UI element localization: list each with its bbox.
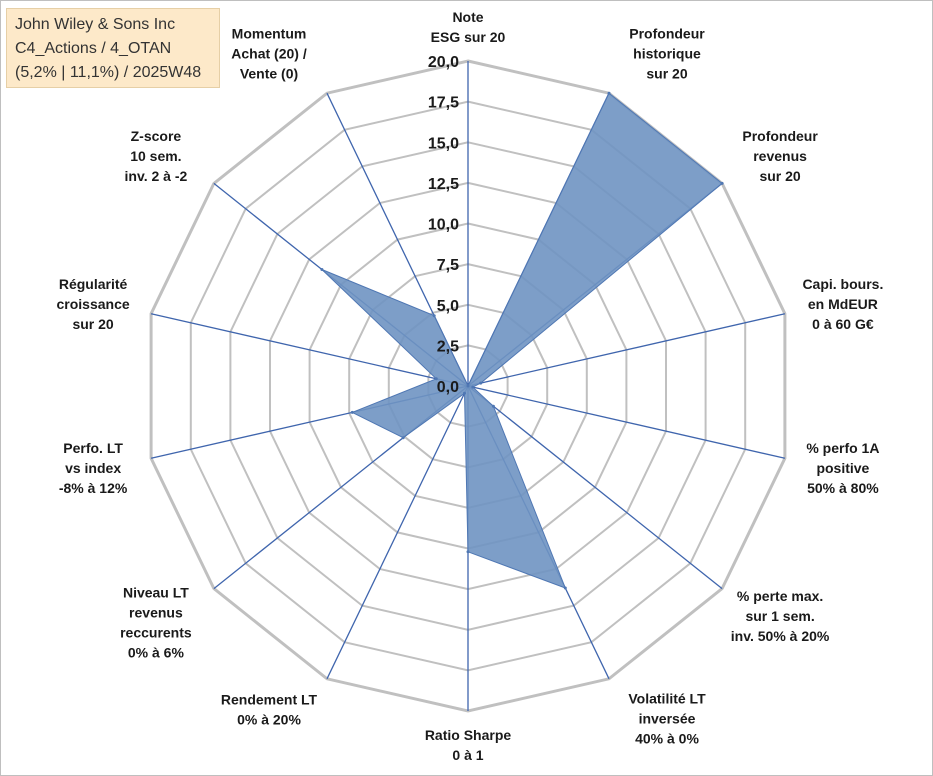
- axis-label-line: 0 à 1: [452, 747, 483, 763]
- axis-label-line: inv. 50% à 20%: [731, 628, 830, 644]
- axis-label-line: positive: [816, 460, 869, 476]
- axis-label: Ratio Sharpe 0 à 1: [425, 727, 512, 763]
- axis-label-line: Achat (20) /: [231, 46, 307, 62]
- axis-label-line: croissance: [57, 296, 130, 312]
- tick-label: 20,0: [428, 54, 459, 71]
- data-point: [720, 181, 724, 185]
- axis-label: Volatilité LT inversée 40% à 0%: [628, 691, 706, 747]
- axis-label-line: Z-score: [131, 128, 182, 144]
- axis-label-line: reccurents: [120, 624, 192, 640]
- axis-label-line: -8% à 12%: [59, 480, 128, 496]
- axis-label-line: Ratio Sharpe: [425, 727, 512, 743]
- tick-label: 17,5: [428, 95, 459, 112]
- axis-label-line: Volatilité LT: [628, 691, 706, 707]
- data-point: [434, 377, 438, 381]
- axis-label-line: Perfo. LT: [63, 440, 123, 456]
- axis-label: Perfo. LT vs index -8% à 12%: [59, 440, 128, 496]
- axis-label-line: Rendement LT: [221, 691, 318, 707]
- axis-label-line: sur 1 sem.: [745, 608, 814, 624]
- data-point: [479, 381, 483, 385]
- axis-spoke: [467, 313, 786, 387]
- tick-label: 5,0: [437, 298, 459, 315]
- tick-label: 7,5: [437, 257, 459, 274]
- tick-label: 15,0: [428, 135, 459, 152]
- axis-label: Capi. bours. en MdEUR 0 à 60 G€: [802, 276, 883, 332]
- info-stats: (5,2% | 11,1%) / 2025W48: [15, 64, 202, 81]
- axis-label-line: Capi. bours.: [802, 276, 883, 292]
- axis-labels: Note ESG sur 20 Profondeur historique sur 20…: [57, 9, 884, 763]
- data-point: [563, 586, 567, 590]
- axis-label: Régularité croissance sur 20: [57, 276, 130, 332]
- data-point: [432, 314, 436, 318]
- info-box: John Wiley & Sons Inc C4_Actions / 4_OTA…: [6, 8, 220, 88]
- data-point: [466, 550, 470, 554]
- data-point: [463, 391, 466, 395]
- axis-label-line: Niveau LT: [123, 584, 189, 600]
- data-point: [471, 385, 475, 389]
- axis-label-line: revenus: [129, 604, 183, 620]
- axis-label: Z-score 10 sem. inv. 2 à -2: [125, 128, 188, 184]
- axis-label: Profondeur historique sur 20: [629, 26, 705, 82]
- axis-spoke: [150, 313, 469, 387]
- axis-label: Profondeur revenus sur 20: [742, 128, 818, 184]
- axis-label-line: en MdEUR: [808, 296, 878, 312]
- axis-label-line: 40% à 0%: [635, 731, 699, 747]
- series-area: [321, 92, 723, 589]
- axis-label-line: historique: [633, 46, 701, 62]
- axis-label: Momentum Achat (20) / Vente (0): [231, 26, 307, 82]
- axis-label-line: sur 20: [646, 66, 687, 82]
- tick-label: 12,5: [428, 176, 459, 193]
- axis-label-line: Profondeur: [742, 128, 818, 144]
- info-category: C4_Actions / 4_OTAN: [15, 40, 172, 57]
- axis-label-line: 50% à 80%: [807, 480, 879, 496]
- axis-label-line: revenus: [753, 148, 807, 164]
- data-point: [466, 384, 470, 388]
- axis-label-line: % perfo 1A: [806, 440, 879, 456]
- axis-label-line: Momentum: [232, 26, 307, 42]
- data-series: [320, 91, 724, 590]
- tick-labels: 0,0 2,5 5,0 7,5 10,0 12,5 15,0 17,5 20,0: [428, 54, 459, 396]
- data-point: [350, 410, 354, 414]
- axis-label-line: sur 20: [759, 168, 800, 184]
- tick-label: 0,0: [437, 379, 459, 396]
- axis-label-line: ESG sur 20: [431, 29, 506, 45]
- axis-label-line: 0% à 6%: [128, 644, 185, 660]
- axis-label: Rendement LT 0% à 20%: [221, 691, 318, 727]
- axis-spoke: [326, 385, 469, 680]
- tick-label: 2,5: [437, 338, 459, 355]
- axis-label-line: % perte max.: [737, 588, 823, 604]
- axis-spoke: [467, 385, 786, 459]
- axis-label-line: Vente (0): [240, 66, 298, 82]
- axis-label: % perfo 1A positive 50% à 80%: [806, 440, 879, 496]
- axis-label-line: sur 20: [72, 316, 113, 332]
- axis-label-line: 0 à 60 G€: [812, 316, 874, 332]
- axis-label: Note ESG sur 20: [431, 9, 506, 45]
- info-company: John Wiley & Sons Inc: [15, 16, 176, 33]
- axis-label: Niveau LT revenus reccurents 0% à 6%: [120, 584, 192, 660]
- axis-label: % perte max. sur 1 sem. inv. 50% à 20%: [731, 588, 830, 644]
- axis-label-line: Régularité: [59, 276, 128, 292]
- axis-spoke: [467, 385, 723, 590]
- axis-label-line: 0% à 20%: [237, 711, 301, 727]
- axis-label-line: vs index: [65, 460, 121, 476]
- axis-label-line: 10 sem.: [130, 148, 181, 164]
- data-point: [607, 91, 611, 95]
- data-point: [491, 404, 495, 408]
- axis-label-line: inversée: [639, 711, 696, 727]
- axis-label-line: Profondeur: [629, 26, 705, 42]
- axis-label-line: Note: [452, 9, 483, 25]
- axis-label-line: inv. 2 à -2: [125, 168, 188, 184]
- tick-label: 10,0: [428, 217, 459, 234]
- data-point: [401, 436, 405, 440]
- data-point: [320, 268, 324, 271]
